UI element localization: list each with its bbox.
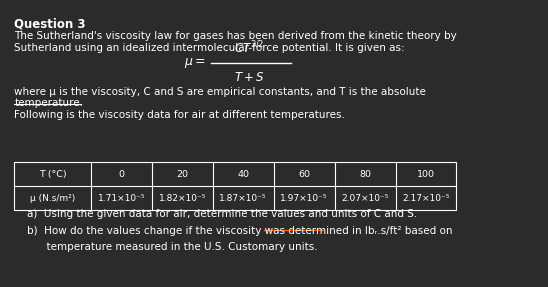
Text: 2.17×10⁻⁵: 2.17×10⁻⁵ <box>402 194 450 203</box>
Text: $\mu =$: $\mu =$ <box>184 56 206 70</box>
Text: 60: 60 <box>298 170 310 179</box>
Text: 80: 80 <box>359 170 371 179</box>
Text: temperature measured in the U.S. Customary units.: temperature measured in the U.S. Customa… <box>27 242 318 252</box>
Text: 20: 20 <box>176 170 188 179</box>
Text: 1.87×10⁻⁵: 1.87×10⁻⁵ <box>219 194 267 203</box>
Bar <box>14 162 456 210</box>
Text: 2.07×10⁻⁵: 2.07×10⁻⁵ <box>341 194 389 203</box>
Text: Sutherland using an idealized intermolecular-force potential. It is given as:: Sutherland using an idealized intermolec… <box>14 42 405 53</box>
Text: 40: 40 <box>237 170 249 179</box>
Text: $T + S$: $T + S$ <box>234 71 265 84</box>
Text: μ (N.s/m²): μ (N.s/m²) <box>30 194 75 203</box>
Text: Following is the viscosity data for air at different temperatures.: Following is the viscosity data for air … <box>14 110 345 120</box>
Text: temperature.: temperature. <box>14 98 83 108</box>
Text: 1.82×10⁻⁵: 1.82×10⁻⁵ <box>158 194 206 203</box>
Text: b)  How do the values change if the viscosity was determined in lbᵣ.s/ft² based : b) How do the values change if the visco… <box>27 226 453 236</box>
Text: 100: 100 <box>417 170 435 179</box>
Text: 1.97×10⁻⁵: 1.97×10⁻⁵ <box>281 194 328 203</box>
Text: Question 3: Question 3 <box>14 17 86 30</box>
Text: a)  Using the given data for air, determine the values and units of C and S.: a) Using the given data for air, determi… <box>27 210 418 220</box>
Text: 1.71×10⁻⁵: 1.71×10⁻⁵ <box>98 194 145 203</box>
Text: The Sutherland's viscosity law for gases has been derived from the kinetic theor: The Sutherland's viscosity law for gases… <box>14 31 457 41</box>
Text: where μ is the viscosity, C and S are empirical constants, and T is the absolute: where μ is the viscosity, C and S are em… <box>14 87 426 97</box>
Text: 0: 0 <box>118 170 124 179</box>
Text: $CT^{3/2}$: $CT^{3/2}$ <box>234 39 265 56</box>
Text: T (°C): T (°C) <box>39 170 66 179</box>
